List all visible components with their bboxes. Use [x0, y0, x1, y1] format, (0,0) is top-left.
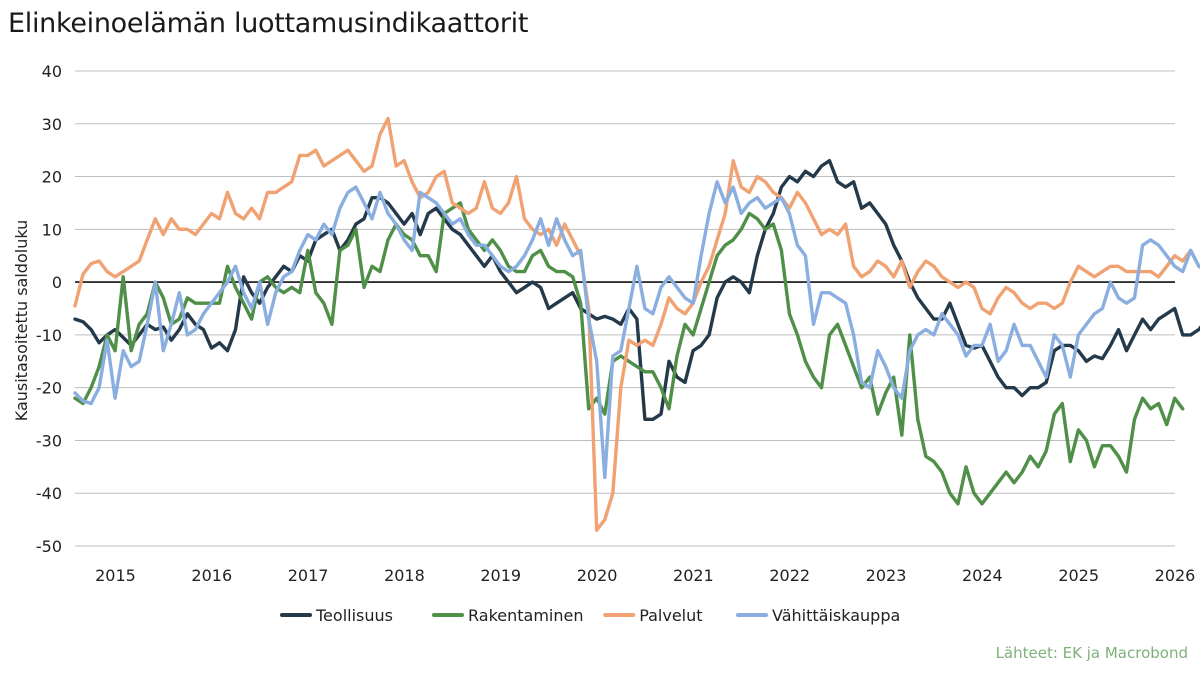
legend-label: Rakentaminen — [468, 606, 583, 625]
y-tick-labels: 40 30 20 10 0 -10 -20 -30 -40 -50 — [36, 62, 62, 556]
x-tick-label: 2023 — [866, 566, 907, 585]
source-note: Lähteet: EK ja Macrobond — [995, 644, 1188, 662]
y-axis-label: Kausitasoitettu saldoluku — [12, 220, 31, 422]
x-tick-label: 2022 — [769, 566, 810, 585]
x-tick-label: 2017 — [288, 566, 329, 585]
x-tick-label: 2019 — [480, 566, 521, 585]
x-tick-labels: 2015 2016 2017 2018 2019 2020 2021 2022 2023 2024… — [95, 566, 1195, 585]
x-tick-label: 2020 — [577, 566, 618, 585]
y-tick-label: 0 — [52, 273, 62, 292]
y-tick-label: -50 — [36, 537, 62, 556]
legend-label: Palvelut — [639, 606, 702, 625]
y-tick-label: 20 — [42, 168, 62, 187]
x-tick-label: 2026 — [1155, 566, 1196, 585]
y-tick-label: 30 — [42, 115, 62, 134]
series-line-teollisuus — [73, 158, 1200, 421]
legend-label: Teollisuus — [315, 606, 393, 625]
y-tick-label: 40 — [42, 62, 62, 81]
chart-title: Elinkeinoelämän luottamusindikaattorit — [8, 8, 529, 39]
y-tick-label: -30 — [36, 431, 62, 450]
x-tick-label: 2016 — [191, 566, 232, 585]
x-tick-label: 2024 — [962, 566, 1003, 585]
y-tick-label: -20 — [36, 379, 62, 398]
series-line-vähittäiskauppa — [73, 180, 1200, 480]
y-tick-label: -40 — [36, 484, 62, 503]
y-tick-label: -10 — [36, 326, 62, 345]
y-tick-label: 10 — [42, 220, 62, 239]
x-tick-label: 2025 — [1058, 566, 1099, 585]
series-lines — [73, 116, 1200, 532]
legend-label: Vähittäiskauppa — [772, 606, 900, 625]
series-line-palvelut — [73, 116, 1200, 532]
legend: Teollisuus Rakentaminen Palvelut Vähittäisk… — [280, 606, 900, 625]
x-tick-label: 2021 — [673, 566, 714, 585]
x-tick-label: 2015 — [95, 566, 136, 585]
series-line-rakentaminen — [73, 201, 1185, 506]
x-tick-label: 2018 — [384, 566, 425, 585]
